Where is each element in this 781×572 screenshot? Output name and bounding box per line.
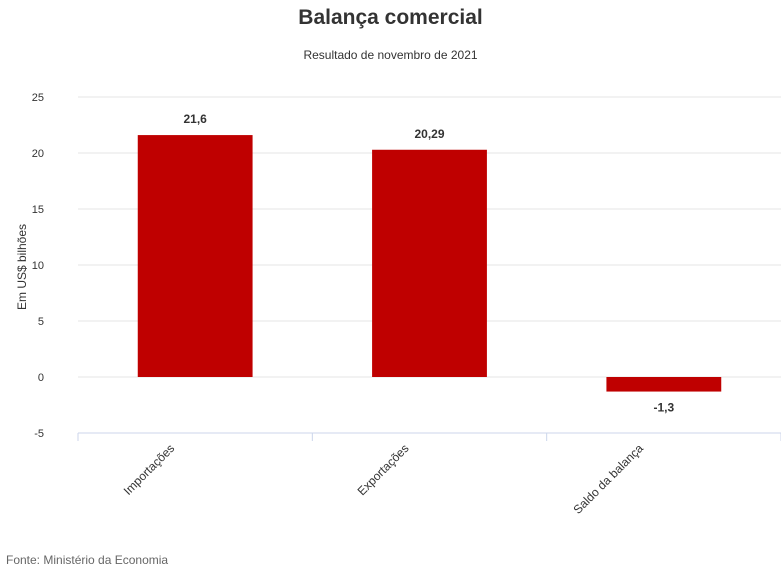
y-axis-label: Em US$ bilhões <box>15 224 29 310</box>
x-tick-marks <box>77 433 781 441</box>
bar <box>137 135 253 377</box>
y-tick-label: 5 <box>38 316 44 328</box>
source-note: Fonte: Ministério da Economia <box>6 553 169 567</box>
y-tick-label: 15 <box>32 204 44 216</box>
x-tick-label: Importações <box>121 441 178 498</box>
chart-title: Balança comercial <box>298 6 483 29</box>
x-tick-label: Saldo da balança <box>570 441 646 517</box>
x-tick-label: Exportações <box>355 441 412 498</box>
data-label: -1,3 <box>653 401 674 415</box>
y-tick-label: 10 <box>32 260 44 272</box>
x-tick-labels: Importações Exportações Saldo da balança <box>121 441 646 517</box>
bars <box>137 135 722 392</box>
bar-chart: 25 20 15 10 5 0 -5 Em US$ bilhões 21,6 20,29 -1,… <box>15 92 781 517</box>
bar <box>372 149 487 377</box>
y-tick-labels: 25 20 15 10 5 0 -5 <box>32 92 44 440</box>
y-tick-label: 0 <box>38 372 44 384</box>
y-tick-label: 20 <box>32 148 44 160</box>
data-labels: 21,6 20,29 -1,3 <box>183 112 674 414</box>
chart-subtitle: Resultado de novembro de 2021 <box>303 48 478 62</box>
data-label: 21,6 <box>183 112 207 126</box>
y-tick-label: 25 <box>32 92 44 104</box>
data-label: 20,29 <box>414 127 444 141</box>
bar <box>606 377 722 392</box>
y-tick-label: -5 <box>34 428 44 440</box>
